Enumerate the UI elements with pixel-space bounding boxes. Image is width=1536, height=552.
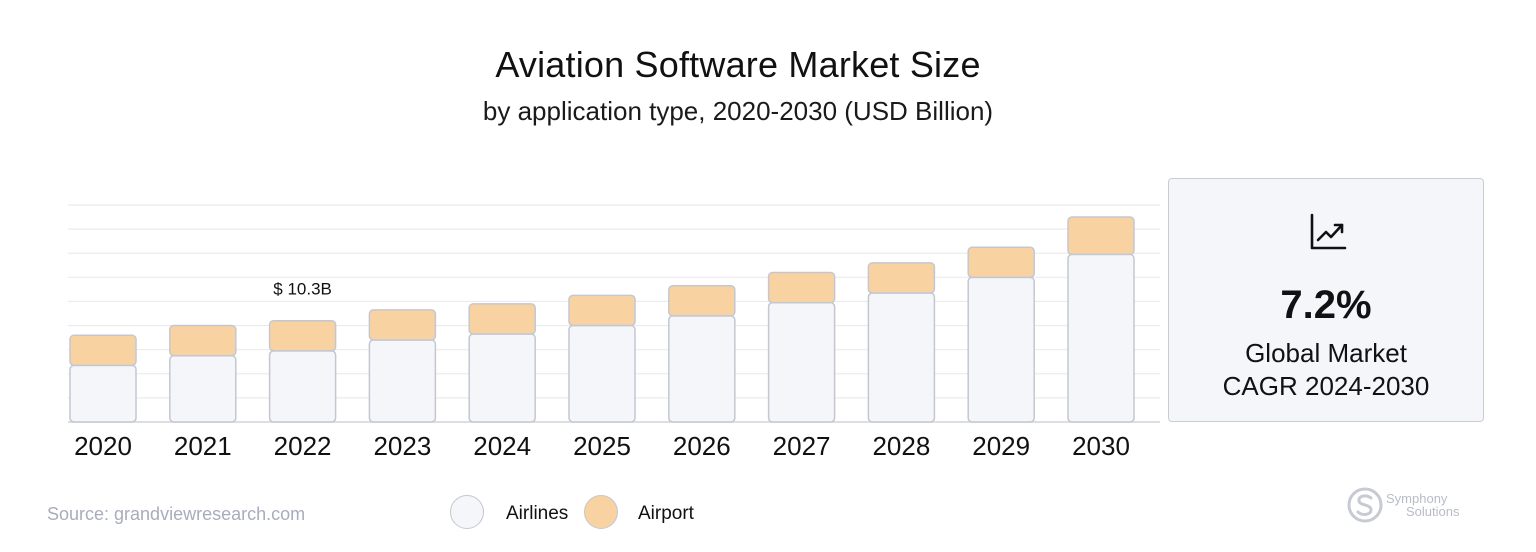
legend-swatch-airlines bbox=[450, 495, 484, 529]
logo-mark-icon bbox=[1347, 487, 1383, 523]
x-tick-label: 2028 bbox=[872, 431, 930, 461]
bar-airport-2030 bbox=[1067, 216, 1135, 256]
cagr-label-line1: Global Market bbox=[1245, 338, 1407, 368]
bar-airlines-2024 bbox=[468, 333, 536, 423]
x-tick-label: 2030 bbox=[1072, 431, 1130, 461]
x-tick-label: 2026 bbox=[673, 431, 731, 461]
x-tick-label: 2023 bbox=[373, 431, 431, 461]
legend-swatch-airport bbox=[584, 495, 618, 529]
x-tick-label: 2020 bbox=[74, 431, 132, 461]
bars bbox=[69, 216, 1135, 423]
legend-label-airlines: Airlines bbox=[506, 503, 569, 524]
cagr-label: Global Market CAGR 2024-2030 bbox=[1169, 337, 1483, 403]
bar-airport-2026 bbox=[668, 285, 736, 317]
cagr-card: 7.2% Global Market CAGR 2024-2030 bbox=[1168, 178, 1484, 422]
legend-label-airport: Airport bbox=[638, 503, 694, 524]
x-tick-label: 2027 bbox=[773, 431, 831, 461]
bar-airlines-2021 bbox=[169, 354, 237, 423]
bar-airlines-2025 bbox=[568, 324, 636, 423]
annotations: $ 10.3B bbox=[273, 280, 332, 299]
x-axis-ticks: 2020 2021 2022 2023 2024 2025 2026 2027 2028 2029… bbox=[74, 431, 1130, 461]
x-tick-label: 2024 bbox=[473, 431, 531, 461]
chart-title: Aviation Software Market Size bbox=[495, 44, 981, 85]
cagr-label-line2: CAGR 2024-2030 bbox=[1222, 371, 1430, 401]
bar-airlines-2030 bbox=[1067, 253, 1135, 423]
bar-airport-2027 bbox=[767, 271, 836, 304]
bar-airport-2021 bbox=[169, 324, 237, 357]
bar-airport-2024 bbox=[468, 303, 536, 335]
bar-airlines-2029 bbox=[967, 276, 1035, 423]
x-tick-label: 2022 bbox=[274, 431, 332, 461]
bar-airlines-2028 bbox=[867, 292, 936, 423]
symphony-solutions-logo: Symphony Solutions bbox=[1346, 486, 1476, 526]
bar-airlines-2027 bbox=[767, 301, 836, 423]
bar-airport-2020 bbox=[69, 334, 137, 367]
x-tick-label: 2029 bbox=[972, 431, 1030, 461]
x-tick-label: 2025 bbox=[573, 431, 631, 461]
bar-airport-2022 bbox=[268, 319, 337, 352]
bar-airport-2029 bbox=[967, 246, 1035, 279]
data-label-2022: $ 10.3B bbox=[273, 280, 332, 299]
bar-airlines-2020 bbox=[69, 364, 137, 423]
trend-chart-icon bbox=[1310, 213, 1347, 250]
source-note: Source: grandviewresearch.com bbox=[47, 504, 306, 524]
bar-airport-2028 bbox=[867, 262, 936, 294]
bar-airlines-2022 bbox=[268, 350, 337, 423]
logo-text-solutions: Solutions bbox=[1406, 504, 1460, 519]
bar-airport-2023 bbox=[368, 309, 437, 341]
logo-text-symphony: Symphony bbox=[1386, 491, 1448, 506]
cagr-value: 7.2% bbox=[1280, 283, 1372, 327]
stacked-bar-chart: $ 10.3B 2020 2021 2022 2023 2024 2025 2026 2027… bbox=[68, 204, 1160, 461]
bar-airlines-2026 bbox=[668, 315, 736, 423]
chart-subtitle: by application type, 2020-2030 (USD Bill… bbox=[482, 96, 994, 126]
bar-airport-2025 bbox=[568, 294, 636, 327]
bar-airlines-2023 bbox=[368, 339, 437, 423]
x-tick-label: 2021 bbox=[174, 431, 232, 461]
